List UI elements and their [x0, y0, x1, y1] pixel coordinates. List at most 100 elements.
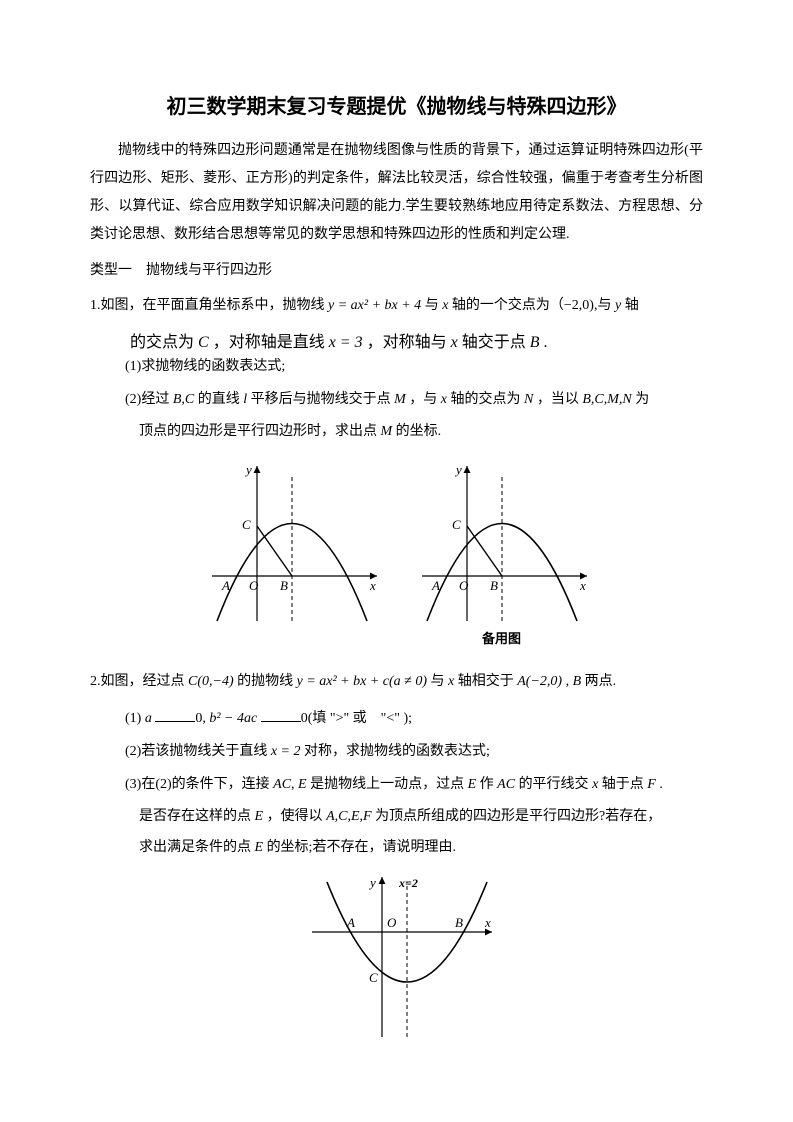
svg-text:y: y [454, 462, 462, 477]
text: (2)经过 [125, 392, 173, 407]
var-E: E [255, 809, 264, 824]
text: ，对称轴是直线 [209, 334, 329, 351]
p1-text: 1.如图，在平面直角坐标系中，抛物线 [90, 298, 328, 313]
parabola-chart-1b: A O B C x y [412, 456, 592, 626]
var-C: C [198, 334, 209, 351]
svg-text:B: B [280, 578, 288, 593]
text: 0(填 ">" 或 "<" ); [301, 711, 412, 726]
page-title: 初三数学期末复习专题提优《抛物线与特殊四边形》 [90, 90, 703, 119]
eq: y = ax² + bx + c(a ≠ 0) [297, 674, 427, 689]
p2-q1: (1) a 0, b² − 4ac 0(填 ">" 或 "<" ); [90, 704, 703, 735]
var-E: E [298, 777, 307, 792]
var-BCMN: B,C,M,N [582, 392, 631, 407]
p1-figures: A O B C x y A O B C x y 备用图 [90, 456, 703, 647]
text: 的直线 [194, 392, 243, 407]
p2-figure: A O B C x y x=2 [90, 872, 703, 1042]
disc: b² − 4ac [209, 711, 257, 726]
text: 轴于点 [598, 777, 647, 792]
p2-q3-l3: 求出满足条件的点 E 的坐标;若不存在，请说明理由. [90, 833, 703, 864]
svg-text:O: O [387, 915, 397, 930]
category-heading: 类型一 抛物线与平行四边形 [90, 257, 703, 285]
svg-text:A: A [221, 578, 230, 593]
svg-text:x: x [369, 578, 376, 593]
p1-line2: 的交点为 C ，对称轴是直线 x = 3 ，对称轴与 x 轴交于点 B . [90, 328, 703, 352]
svg-text:C: C [369, 970, 378, 985]
text: 2.如图，经过点 [90, 674, 188, 689]
eq-x2: x = 2 [271, 744, 301, 759]
svg-text:A: A [346, 915, 355, 930]
text: 轴交于点 [458, 334, 530, 351]
blank-2[interactable] [261, 708, 301, 722]
p1-text: 轴的一个交点为（−2,0),与 [448, 298, 615, 313]
text: 的坐标;若不存在，请说明理由. [263, 840, 456, 855]
var-N: N [524, 392, 533, 407]
var-BC: B,C [173, 392, 194, 407]
svg-text:C: C [242, 517, 251, 532]
var-E: E [468, 777, 477, 792]
svg-text:C: C [452, 517, 461, 532]
text: , [562, 674, 573, 689]
text: 0, [195, 711, 209, 726]
var-M: M [394, 392, 406, 407]
var-ACEF: A,C,E,F [326, 809, 372, 824]
problem-2: 2.如图，经过点 C(0,−4) 的抛物线 y = ax² + bx + c(a… [90, 667, 703, 698]
svg-text:y: y [368, 875, 376, 890]
p1-q2-line2: 顶点的四边形是平行四边形时，求出点 M 的坐标. [90, 417, 703, 448]
text: 求出满足条件的点 [139, 840, 255, 855]
var-AC: AC [497, 777, 515, 792]
svg-text:x: x [484, 915, 491, 930]
var-AC: AC [273, 777, 291, 792]
p1-q1: (1)求抛物线的函数表达式; [90, 352, 703, 383]
figure-1-backup: A O B C x y 备用图 [412, 456, 592, 647]
text: 平移后与抛物线交于点 [247, 392, 394, 407]
svg-text:x: x [579, 578, 586, 593]
p1-q2: (2)经过 B,C 的直线 l 平移后与抛物线交于点 M ，与 x 轴的交点为 … [90, 385, 703, 416]
text: 为顶点所组成的四边形是平行四边形?若存在， [372, 809, 662, 824]
svg-text:A: A [431, 578, 440, 593]
figure-1: A O B C x y [202, 456, 382, 647]
text: 与 [427, 674, 448, 689]
text: ，对称轴与 [363, 334, 451, 351]
var-E: E [255, 840, 264, 855]
text: 两点. [581, 674, 616, 689]
backup-label: 备用图 [412, 628, 592, 647]
text: . [540, 334, 548, 351]
svg-text:B: B [490, 578, 498, 593]
blank-1[interactable] [155, 708, 195, 722]
intro-paragraph: 抛物线中的特殊四边形问题通常是在抛物线图像与性质的背景下，通过运算证明特殊四边形… [90, 137, 703, 249]
text: 轴的交点为 [447, 392, 524, 407]
text: 是否存在这样的点 [139, 809, 255, 824]
text: ，与 [406, 392, 441, 407]
p2-q3: (3)在(2)的条件下，连接 AC, E 是抛物线上一动点，过点 E 作 AC … [90, 770, 703, 801]
text: 的抛物线 [234, 674, 297, 689]
p1-text: 与 [421, 298, 442, 313]
text: , [291, 777, 298, 792]
parabola-chart-1: A O B C x y [202, 456, 382, 626]
text: 的交点为 [130, 334, 198, 351]
text: . [656, 777, 663, 792]
svg-text:x=2: x=2 [398, 876, 418, 890]
pt-A: A(−2,0) [517, 674, 562, 689]
p2-q3-l2: 是否存在这样的点 E ，使得以 A,C,E,F 为顶点所组成的四边形是平行四边形… [90, 802, 703, 833]
p2-q2: (2)若该抛物线关于直线 x = 2 对称，求抛物线的函数表达式; [90, 737, 703, 768]
svg-text:y: y [244, 462, 252, 477]
text: 作 [476, 777, 497, 792]
svg-text:O: O [459, 578, 469, 593]
text: (3)在(2)的条件下，连接 [125, 777, 273, 792]
parabola-chart-2: A O B C x y x=2 [297, 872, 497, 1042]
text: 为 [632, 392, 650, 407]
text: 对称，求抛物线的函数表达式; [301, 744, 490, 759]
pt-C: C(0,−4) [188, 674, 234, 689]
text: ，当以 [533, 392, 582, 407]
var-M: M [381, 424, 393, 439]
var-F: F [647, 777, 656, 792]
var-a: a [145, 711, 152, 726]
p1-eq1: y = ax² + bx + 4 [328, 298, 421, 313]
p1-text: 轴 [621, 298, 639, 313]
text: 是抛物线上一动点，过点 [307, 777, 468, 792]
svg-text:B: B [455, 915, 463, 930]
eq-x3: x = 3 [329, 334, 363, 351]
text: 轴相交于 [454, 674, 517, 689]
text: ，使得以 [263, 809, 326, 824]
var-x: x [451, 334, 458, 351]
